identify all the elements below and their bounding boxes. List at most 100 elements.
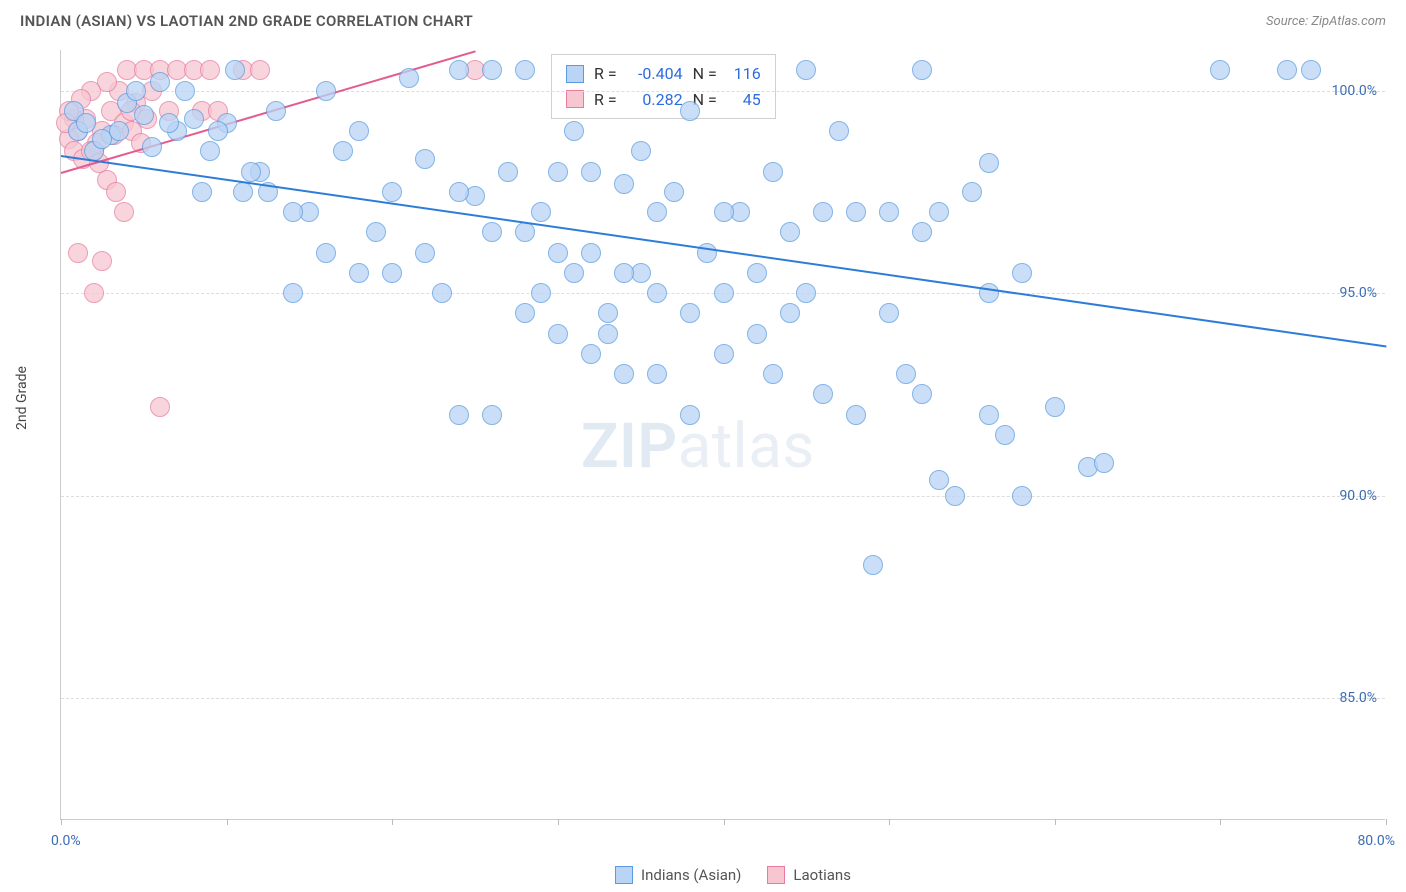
scatter-point-indian (763, 364, 783, 384)
scatter-point-laotian (92, 251, 112, 271)
scatter-point-indian (747, 324, 767, 344)
scatter-point-indian (1045, 397, 1065, 417)
scatter-point-indian (714, 283, 734, 303)
scatter-point-indian (813, 384, 833, 404)
scatter-point-indian (126, 81, 146, 101)
scatter-point-indian (680, 405, 700, 425)
scatter-point-indian (449, 405, 469, 425)
scatter-point-indian (449, 182, 469, 202)
scatter-point-indian (564, 121, 584, 141)
y-tick-label: 95.0% (1339, 285, 1377, 301)
stats-legend-box: R = -0.404 N = 116 R = 0.282 N = 45 (551, 54, 776, 119)
scatter-point-indian (241, 162, 261, 182)
scatter-point-indian (482, 405, 502, 425)
scatter-point-indian (515, 222, 535, 242)
scatter-point-indian (432, 283, 452, 303)
scatter-point-indian (382, 182, 402, 202)
scatter-point-indian (581, 162, 601, 182)
gridline-h (61, 91, 1385, 92)
scatter-point-indian (614, 364, 634, 384)
scatter-point-indian (879, 303, 899, 323)
r-value-indian: -0.404 (627, 61, 683, 87)
scatter-point-indian (1277, 60, 1297, 80)
legend-swatch-laotian (767, 866, 785, 884)
scatter-point-indian (912, 60, 932, 80)
scatter-point-indian (349, 263, 369, 283)
scatter-point-indian (382, 263, 402, 283)
scatter-point-indian (531, 283, 551, 303)
watermark-part1: ZIP (581, 410, 678, 483)
scatter-point-indian (863, 555, 883, 575)
scatter-point-indian (349, 121, 369, 141)
scatter-point-indian (979, 283, 999, 303)
x-tick-mark (558, 819, 559, 825)
scatter-point-indian (333, 141, 353, 161)
scatter-point-indian (614, 174, 634, 194)
scatter-point-indian (846, 405, 866, 425)
scatter-point-indian (150, 72, 170, 92)
legend-label-laotian: Laotians (793, 866, 851, 884)
scatter-point-indian (929, 470, 949, 490)
scatter-point-indian (598, 303, 618, 323)
scatter-point-laotian (106, 182, 126, 202)
gridline-h (61, 496, 1385, 497)
scatter-point-indian (647, 202, 667, 222)
scatter-point-indian (1301, 60, 1321, 80)
scatter-point-indian (763, 162, 783, 182)
watermark-part2: atlas (678, 410, 815, 483)
swatch-laotian (566, 90, 584, 108)
stats-row-indian: R = -0.404 N = 116 (566, 61, 761, 87)
x-tick-mark (1055, 819, 1056, 825)
n-value-indian: 116 (727, 61, 761, 87)
x-tick-mark (61, 819, 62, 825)
scatter-point-indian (598, 324, 618, 344)
scatter-point-indian (929, 202, 949, 222)
scatter-point-indian (747, 263, 767, 283)
chart-title: INDIAN (ASIAN) VS LAOTIAN 2ND GRADE CORR… (20, 12, 473, 30)
scatter-point-indian (266, 101, 286, 121)
scatter-point-indian (979, 153, 999, 173)
scatter-point-indian (1094, 453, 1114, 473)
scatter-point-indian (796, 60, 816, 80)
scatter-point-indian (614, 263, 634, 283)
scatter-point-indian (482, 60, 502, 80)
swatch-indian (566, 65, 584, 83)
scatter-point-indian (399, 68, 419, 88)
scatter-point-indian (316, 81, 336, 101)
scatter-point-indian (680, 101, 700, 121)
scatter-point-indian (316, 243, 336, 263)
y-tick-label: 85.0% (1339, 690, 1377, 706)
scatter-point-laotian (84, 283, 104, 303)
header: INDIAN (ASIAN) VS LAOTIAN 2ND GRADE CORR… (0, 0, 1406, 42)
y-tick-label: 100.0% (1332, 83, 1377, 99)
x-tick-mark (1386, 819, 1387, 825)
scatter-point-indian (697, 243, 717, 263)
scatter-point-indian (813, 202, 833, 222)
legend-swatch-indian (615, 866, 633, 884)
scatter-point-indian (829, 121, 849, 141)
scatter-point-indian (76, 113, 96, 133)
n-label: N = (693, 61, 717, 87)
scatter-point-indian (482, 222, 502, 242)
scatter-point-indian (962, 182, 982, 202)
scatter-point-indian (1210, 60, 1230, 80)
scatter-point-indian (192, 182, 212, 202)
y-axis-label: 2nd Grade (14, 366, 30, 430)
scatter-point-indian (548, 243, 568, 263)
scatter-point-indian (631, 141, 651, 161)
scatter-point-indian (134, 105, 154, 125)
scatter-point-indian (846, 202, 866, 222)
scatter-point-indian (912, 222, 932, 242)
scatter-point-indian (548, 324, 568, 344)
scatter-point-indian (780, 222, 800, 242)
scatter-point-indian (581, 243, 601, 263)
scatter-point-indian (780, 303, 800, 323)
scatter-point-indian (208, 121, 228, 141)
x-tick-mark (227, 819, 228, 825)
x-tick-mark (1220, 819, 1221, 825)
scatter-point-indian (1012, 486, 1032, 506)
scatter-point-indian (531, 202, 551, 222)
scatter-point-indian (548, 162, 568, 182)
scatter-point-indian (945, 486, 965, 506)
scatter-point-indian (680, 303, 700, 323)
